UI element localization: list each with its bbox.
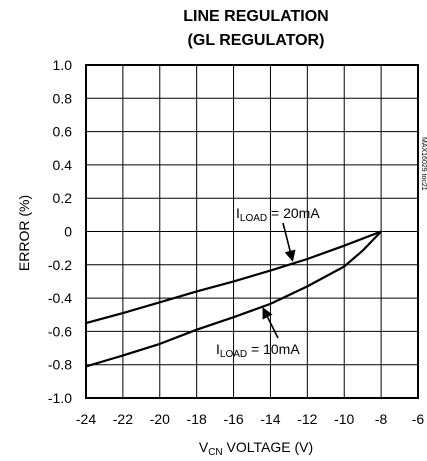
x-tick-label: -8 (375, 411, 388, 427)
y-tick-label: -0.8 (48, 357, 72, 373)
x-axis-label-main: V (199, 439, 209, 455)
series-label-iload-10ma: ILOAD = 10mA (216, 341, 300, 360)
x-axis-label-rest: VOLTAGE (V) (223, 439, 314, 455)
y-tick-label: 0.2 (53, 190, 73, 206)
y-tick-label: -0.2 (48, 257, 72, 273)
chart-title-line1: LINE REGULATION (183, 8, 328, 25)
x-tick-label: -6 (412, 411, 425, 427)
y-tick-label: -0.4 (48, 290, 72, 306)
chart-title-line2: (GL REGULATOR) (188, 32, 325, 49)
y-tick-label: -0.6 (48, 323, 72, 339)
x-tick-label: -20 (150, 411, 170, 427)
x-tick-label: -10 (334, 411, 354, 427)
plot-frame (85, 64, 419, 399)
y-tick-label: 1.0 (53, 57, 73, 73)
x-tick-labels: -24 -22 -20 -18 -16 -14 -12 -10 -8 -6 (76, 411, 425, 427)
grid-lines (86, 65, 418, 398)
y-axis-label: ERROR (%) (16, 195, 32, 271)
series-line-iload-10ma (85, 230, 382, 368)
y-tick-labels: 1.0 0.8 0.6 0.4 0.2 0 -0.2 -0.4 -0.6 -0.8 -1.0 (48, 57, 72, 406)
figure-id: MAX16029 toc21 (420, 137, 427, 191)
annotations: ILOAD = 20mA ILOAD = 10mA (216, 205, 320, 360)
y-tick-label: 0 (64, 224, 72, 240)
series-line-iload-20ma (85, 230, 382, 325)
x-tick-label: -18 (187, 411, 207, 427)
x-tick-label: -24 (76, 411, 96, 427)
x-axis-label-sub: CN (208, 447, 222, 458)
y-tick-label: 0.6 (53, 124, 73, 140)
x-axis-label: VCN VOLTAGE (V) (199, 439, 313, 458)
x-tick-label: -14 (260, 411, 280, 427)
series-label-iload-20ma: ILOAD = 20mA (236, 205, 320, 224)
y-tick-label: -1.0 (48, 390, 72, 406)
x-tick-label: -12 (297, 411, 317, 427)
y-tick-label: 0.4 (53, 157, 73, 173)
data-lines (85, 230, 382, 368)
x-tick-label: -22 (113, 411, 133, 427)
x-tick-label: -16 (223, 411, 243, 427)
y-tick-label: 0.8 (53, 90, 73, 106)
leader-arrow-10ma (262, 307, 279, 339)
leader-arrow-20ma (282, 222, 296, 262)
